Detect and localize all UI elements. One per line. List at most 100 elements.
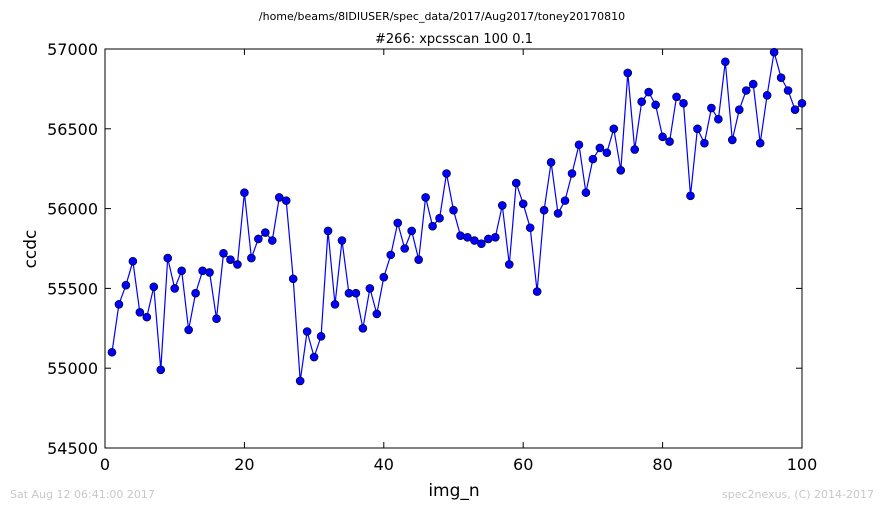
data-point — [525, 223, 535, 233]
y-tick-label: 54500 — [47, 439, 98, 458]
data-point — [532, 287, 542, 296]
data-point — [219, 248, 228, 258]
data-point — [226, 255, 235, 264]
y-tick-label: 55500 — [47, 279, 98, 298]
data-point — [623, 68, 633, 78]
plot-area: 0 20 40 60 80 100 54500 55000 55500 56000 56500 570… — [47, 40, 817, 474]
plot-frame — [104, 48, 803, 449]
data-point — [546, 158, 556, 167]
x-tick-label: 40 — [374, 455, 394, 474]
data-point — [630, 145, 640, 154]
data-point — [748, 79, 758, 89]
data-point — [672, 92, 681, 102]
data-point — [170, 284, 179, 293]
data-point — [184, 325, 193, 335]
x-tick-label: 60 — [513, 455, 533, 474]
data-point — [414, 255, 423, 264]
data-point — [651, 100, 660, 110]
data-point — [281, 196, 291, 205]
data-point — [714, 114, 723, 124]
data-point — [783, 86, 793, 95]
y-tick-label: 55000 — [47, 359, 98, 378]
data-point — [776, 73, 786, 83]
data-point — [240, 188, 249, 197]
data-point — [156, 365, 166, 375]
data-point — [309, 352, 319, 362]
data-point — [734, 105, 744, 114]
data-point — [261, 228, 270, 237]
data-point — [574, 140, 584, 150]
data-point — [372, 309, 382, 319]
data-point — [149, 282, 159, 292]
data-point — [456, 231, 465, 241]
data-point — [393, 218, 403, 228]
data-point — [762, 90, 772, 100]
data-point — [727, 135, 737, 145]
data-point — [721, 57, 730, 67]
data-point — [128, 256, 138, 266]
figure-suptitle: /home/beams/8IDIUSER/spec_data/2017/Aug2… — [259, 10, 625, 23]
data-point — [400, 244, 410, 253]
data-point — [288, 274, 298, 284]
data-point — [407, 226, 416, 236]
data-point — [267, 236, 277, 245]
data-point — [686, 191, 695, 201]
data-point — [497, 201, 507, 210]
data-point — [191, 288, 200, 298]
x-tick-label: 80 — [652, 455, 672, 474]
data-point — [707, 103, 716, 113]
data-point — [198, 266, 207, 276]
data-point — [351, 288, 361, 298]
data-point — [330, 300, 340, 309]
data-point — [539, 205, 549, 215]
y-axis-label: ccdc — [21, 230, 41, 269]
data-point — [665, 137, 674, 146]
data-point — [644, 87, 653, 97]
data-point — [616, 165, 626, 175]
data-point — [135, 308, 145, 317]
chart-title: #266: xpcsscan 100 0.1 — [375, 32, 533, 47]
data-point — [323, 226, 333, 236]
data-point — [142, 312, 152, 322]
y-tick-label: 57000 — [47, 40, 98, 59]
data-point — [567, 169, 577, 178]
data-point — [386, 250, 396, 260]
footer-timestamp: Sat Aug 12 06:41:00 2017 — [10, 488, 155, 501]
data-point — [602, 148, 612, 158]
data-point — [379, 272, 389, 282]
data-point — [177, 266, 186, 276]
data-point — [637, 97, 646, 106]
data-point — [484, 234, 493, 244]
data-point — [769, 47, 779, 57]
data-point — [477, 239, 486, 249]
data-point — [121, 280, 131, 290]
data-point — [247, 253, 256, 263]
data-point — [553, 209, 563, 218]
data-point — [588, 154, 598, 164]
data-point — [463, 233, 472, 242]
data-point — [163, 253, 173, 263]
data-point — [658, 132, 667, 142]
data-point — [421, 193, 430, 202]
data-point — [107, 347, 117, 357]
axis-ticks: 0 20 40 60 80 100 54500 55000 55500 56000 56500 570… — [47, 40, 817, 474]
data-point — [679, 98, 688, 108]
data-point — [274, 193, 284, 202]
data-point — [205, 268, 214, 277]
data-point — [491, 233, 500, 242]
footer-credit: spec2nexus, (C) 2014-2017 — [722, 488, 874, 501]
data-point — [511, 178, 521, 188]
data-point — [790, 105, 800, 114]
data-point — [693, 124, 702, 134]
series-line — [111, 52, 803, 382]
data-point — [595, 143, 605, 153]
data-point — [741, 86, 751, 95]
x-tick-label: 0 — [100, 455, 110, 474]
data-point — [797, 98, 807, 108]
data-point — [358, 323, 368, 333]
data-point — [365, 284, 375, 293]
data-point — [316, 331, 326, 341]
x-tick-label: 100 — [787, 455, 818, 474]
data-point — [435, 213, 444, 223]
data-point — [295, 376, 305, 386]
